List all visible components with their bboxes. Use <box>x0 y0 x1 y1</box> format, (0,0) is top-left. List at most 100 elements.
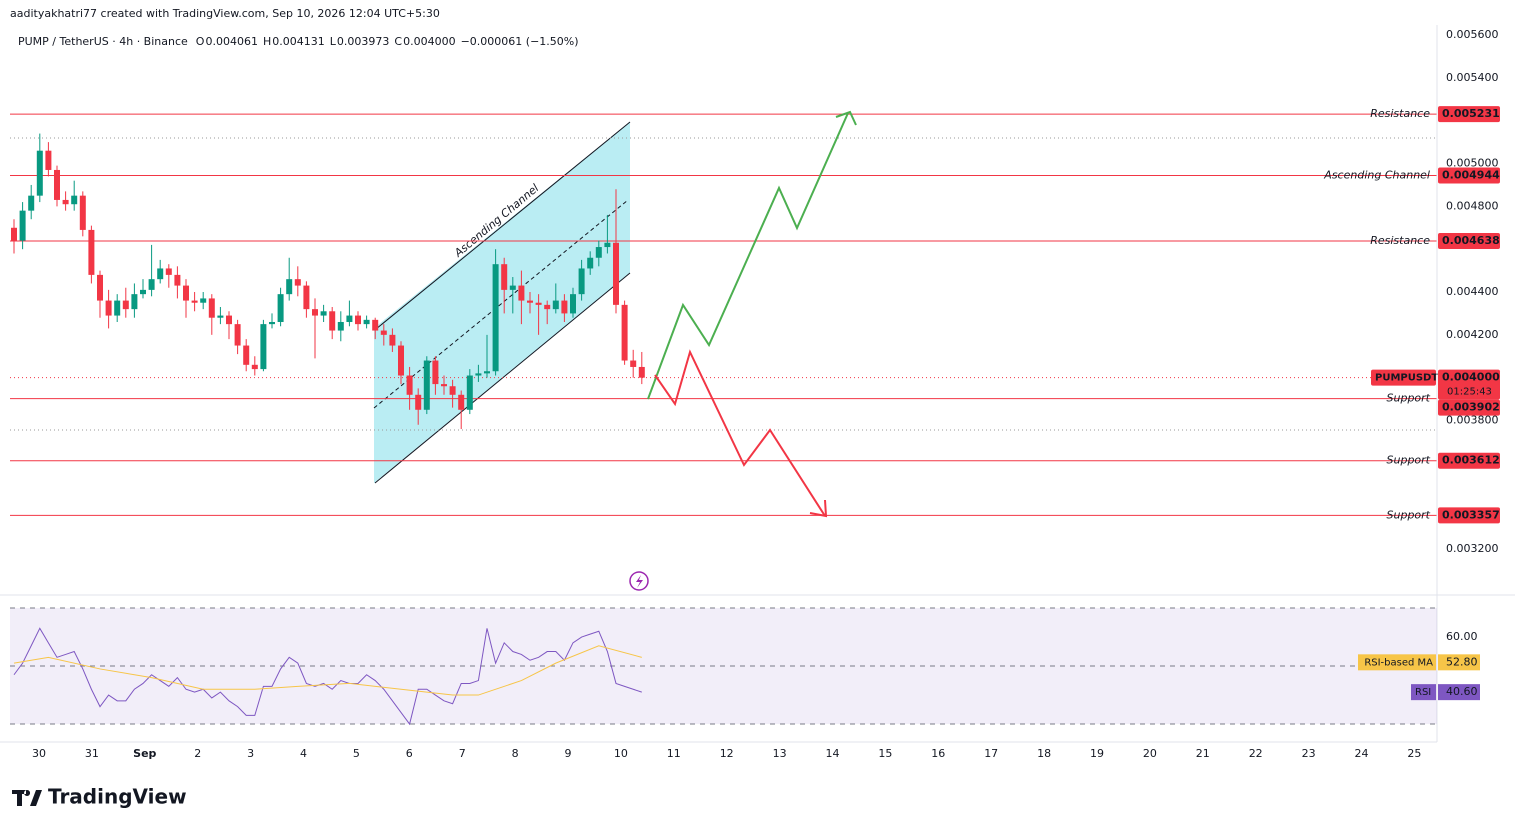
legend-key: H <box>263 35 271 48</box>
candle-body <box>54 169 60 200</box>
rsi-line <box>13 627 642 726</box>
candle-body <box>466 375 473 410</box>
logo-text: TradingView <box>48 785 187 809</box>
level-name: Support <box>1387 454 1431 467</box>
x-tick-label: 4 <box>300 747 307 760</box>
level-price: 0.004638 <box>1442 234 1500 247</box>
countdown: 01:25:43 <box>1447 387 1492 398</box>
x-tick-label: 12 <box>720 747 734 760</box>
candle-body <box>509 285 516 290</box>
level-price: 0.003357 <box>1442 508 1500 521</box>
x-tick-label: 2 <box>194 747 201 760</box>
rsi-tick-label: 60.00 <box>1446 630 1478 643</box>
level-badge <box>1438 399 1500 416</box>
x-tick-label: 19 <box>1090 747 1104 760</box>
candle-body <box>561 300 568 314</box>
legend-close: 0.004000 <box>403 35 456 48</box>
candle-body <box>148 279 155 290</box>
level-badge <box>1438 167 1500 184</box>
x-tick-label: 3 <box>247 747 254 760</box>
x-tick-label: 15 <box>878 747 892 760</box>
candle-body <box>45 150 52 170</box>
candle-body <box>294 279 301 286</box>
rsi-ma-name: RSI-based MA <box>1364 657 1433 668</box>
rsi-badge: 40.60 <box>1446 685 1478 698</box>
candle-body <box>269 321 275 325</box>
symbol: PUMP / TetherUS · 4h · Binance <box>18 35 188 48</box>
candle-body <box>19 210 26 241</box>
candle-body <box>11 227 17 241</box>
price-badge <box>1438 369 1500 400</box>
symbol-badge-text: PUMPUSDT <box>1375 373 1438 384</box>
candle-body <box>380 330 387 335</box>
y-tick-label: 0.004200 <box>1446 328 1499 341</box>
candle-body <box>363 319 370 325</box>
candle-body <box>260 324 267 370</box>
x-tick-label: 7 <box>459 747 466 760</box>
candle-body <box>337 321 344 331</box>
x-tick-label: 20 <box>1143 747 1157 760</box>
x-tick-label: 24 <box>1355 747 1369 760</box>
x-tick-label: 11 <box>667 747 681 760</box>
candle-body <box>501 264 508 290</box>
candle-body <box>71 195 78 205</box>
y-tick-label: 0.004800 <box>1446 199 1499 212</box>
candle-body <box>398 345 404 376</box>
x-tick-label: 9 <box>565 747 572 760</box>
y-tick-label: 0.005600 <box>1446 28 1499 41</box>
y-tick-label: 0.003200 <box>1446 542 1499 555</box>
candle-body <box>475 373 482 376</box>
channel-top <box>375 121 631 330</box>
candle-body <box>36 150 43 196</box>
candle-body <box>587 257 594 269</box>
candle-body <box>226 315 232 325</box>
legend-open: 0.004061 <box>205 35 258 48</box>
candle-body <box>97 274 103 301</box>
candle-body <box>62 199 69 205</box>
candle-body <box>535 302 542 305</box>
x-tick-label: 5 <box>353 747 360 760</box>
candle-body <box>570 294 576 314</box>
candle-body <box>312 309 318 316</box>
candle-body <box>243 345 250 365</box>
rsi-badge-bg <box>1438 684 1480 701</box>
candle-body <box>518 285 525 301</box>
bearish-projection <box>654 349 828 518</box>
logo-mark <box>12 790 42 806</box>
candle-body <box>527 300 533 303</box>
level-name: Support <box>1387 392 1431 405</box>
x-tick-label: 25 <box>1407 747 1421 760</box>
candle-body <box>131 294 138 310</box>
legend-low: 0.003973 <box>337 35 390 48</box>
level-name: Support <box>1387 508 1431 521</box>
y-tick-label: 0.003800 <box>1446 413 1499 426</box>
candle-body <box>406 375 413 395</box>
legend-high: 0.004131 <box>272 35 325 48</box>
candle-body <box>140 289 146 295</box>
candle-body <box>552 300 559 310</box>
candle-body <box>458 394 465 410</box>
rsi-ma-badge-bg <box>1438 654 1480 671</box>
candle-body <box>79 195 86 230</box>
level-name: Resistance <box>1370 107 1430 120</box>
candle-body <box>621 304 628 361</box>
legend-change: −0.000061 (−1.50%) <box>461 35 579 48</box>
x-tick-label: 17 <box>984 747 998 760</box>
candle-body <box>165 268 172 275</box>
level-price: 0.005231 <box>1442 107 1500 120</box>
candle-body <box>208 298 215 318</box>
candle-body <box>638 366 645 378</box>
legend-key: O <box>196 35 205 48</box>
x-tick-label: 30 <box>32 747 46 760</box>
y-tick-label: 0.005000 <box>1446 157 1499 170</box>
channel-fill <box>374 122 630 483</box>
candle-body <box>415 394 422 410</box>
candle-body <box>372 319 379 331</box>
candle-body <box>578 268 585 295</box>
rsi-name: RSI <box>1415 687 1431 698</box>
candle-body <box>613 242 619 305</box>
candle-body <box>183 285 189 301</box>
candle-body <box>484 371 490 374</box>
candle-body <box>492 264 499 372</box>
